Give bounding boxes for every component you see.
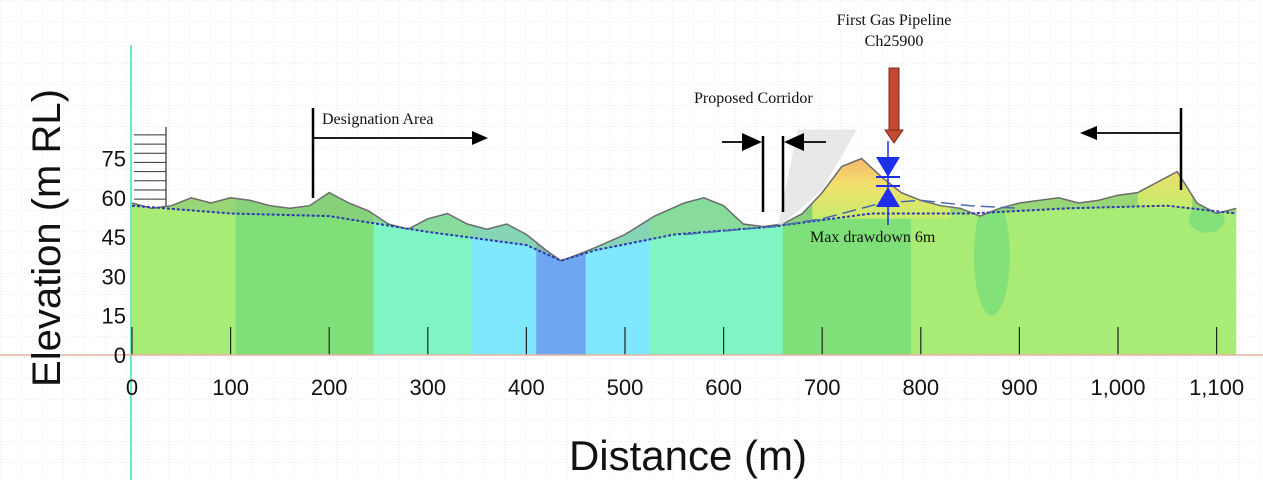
pipeline-label-line2: Ch25900: [865, 33, 924, 50]
y-axis-title: Elevation (m RL): [25, 89, 69, 387]
ground-surface-line: [131, 157, 1237, 262]
arrow-left-icon: [1080, 126, 1097, 140]
x-tick-label: 500: [607, 375, 644, 400]
proposed-corridor-annotation: Proposed Corridor: [694, 90, 826, 212]
arrow-right-icon: [472, 131, 488, 145]
x-tick-label: 200: [311, 375, 348, 400]
y-tick-label: 15: [102, 304, 126, 329]
y-tick-label: 0: [114, 343, 126, 368]
x-axis-title: Distance (m): [569, 432, 807, 479]
y-tick-labels: 0 15 30 45 60 75: [102, 147, 126, 369]
x-tick-label: 800: [902, 375, 939, 400]
x-tick-label: 0: [126, 375, 138, 400]
pipeline-label-line1: First Gas Pipeline: [837, 12, 952, 29]
max-drawdown-label: Max drawdown 6m: [810, 229, 936, 246]
x-tick-label: 100: [212, 375, 249, 400]
arrow-left-icon: [784, 133, 804, 151]
pipeline-arrow-shaft: [888, 67, 900, 133]
zone-plume: [973, 195, 1010, 316]
drawdown-arrow-up-icon: [876, 187, 900, 207]
unsaturated-zone: [132, 158, 1237, 261]
x-axis-ticks: [131, 327, 1218, 355]
y-tick-label: 75: [102, 147, 126, 172]
proposed-corridor-excavation: [777, 129, 857, 227]
pipeline-annotation: First Gas Pipeline Ch25900: [837, 12, 952, 144]
y-tick-label: 30: [102, 264, 126, 289]
designation-area-right-annotation: [1080, 108, 1183, 190]
x-tick-label: 900: [1001, 375, 1038, 400]
x-tick-label: 700: [804, 375, 841, 400]
max-drawdown-annotation: Max drawdown 6m: [810, 141, 936, 246]
designation-area-annotation: Designation Area: [311, 108, 488, 198]
x-tick-label: 1,000: [1090, 375, 1145, 400]
groundwater-line-existing: [131, 204, 1237, 262]
arrow-right-icon: [742, 133, 762, 151]
y-tick-label: 60: [102, 186, 126, 211]
x-tick-label: 400: [508, 375, 545, 400]
x-tick-label: 300: [409, 375, 446, 400]
y-tick-label: 45: [102, 225, 126, 250]
drawdown-arrow-down-icon: [876, 157, 900, 177]
proposed-corridor-label: Proposed Corridor: [694, 90, 813, 107]
x-tick-label: 600: [705, 375, 742, 400]
designation-area-label: Designation Area: [322, 111, 434, 128]
x-tick-label: 1,100: [1189, 375, 1244, 400]
x-tick-labels: 0 100 200 300 400 500 600 700 800 900 1,000 1,100: [126, 375, 1244, 400]
pipeline-arrow-icon: [884, 129, 904, 144]
